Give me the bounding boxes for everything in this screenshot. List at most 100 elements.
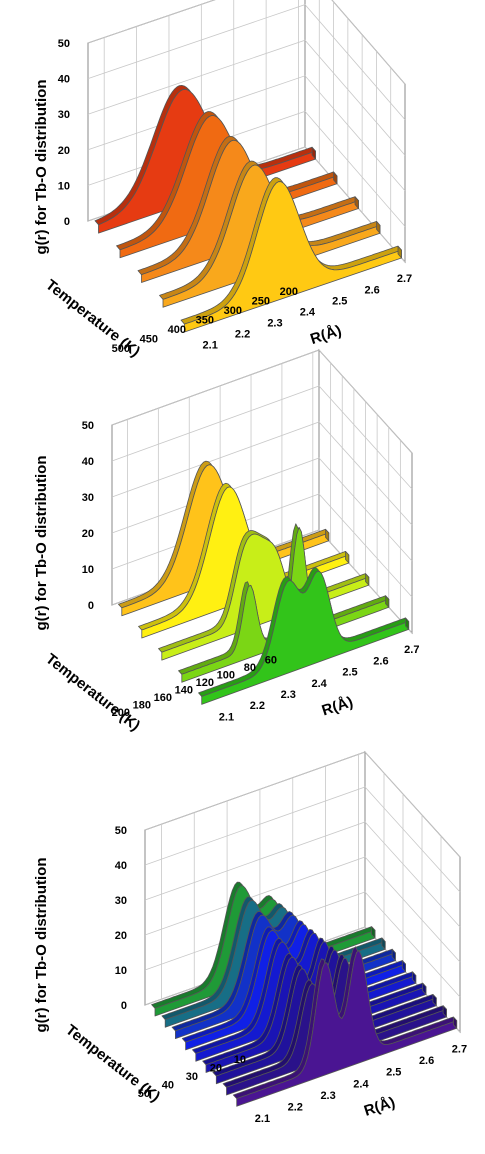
z-tick-label: 40 xyxy=(82,456,94,468)
z-axis-label: g(r) for Tb-O distribution xyxy=(33,456,50,631)
series-ribbon-end xyxy=(412,971,417,984)
y-tick-label: 500 xyxy=(112,343,130,355)
y-tick-label: 350 xyxy=(196,315,214,327)
z-tick-label: 0 xyxy=(121,1000,127,1012)
z-gridline xyxy=(87,4,406,120)
series-ribbon xyxy=(232,946,458,1107)
y-axis-label: Temperature (K) xyxy=(42,650,143,734)
series-ribbon-end xyxy=(401,960,407,973)
series-ribbon-end xyxy=(385,595,390,608)
y-tick-label: 60 xyxy=(265,655,277,667)
z-tick-label: 30 xyxy=(82,492,94,504)
series-ribbon-end xyxy=(365,573,370,586)
x-tick-label: 2.7 xyxy=(397,273,412,285)
y-tick-label: 50 xyxy=(138,1088,150,1100)
y-tick-label: 400 xyxy=(168,324,186,336)
y-tick-label: 140 xyxy=(175,685,193,697)
z-tick-label: 0 xyxy=(88,600,94,612)
series-ribbon-end xyxy=(422,982,427,995)
x-tick-label: 2.4 xyxy=(311,678,327,690)
x-tick-label: 2.4 xyxy=(353,1078,369,1090)
y-axis-label: Temperature (K) xyxy=(62,1021,163,1105)
y-axis-label: Temperature (K) xyxy=(42,276,143,360)
series-ribbon-face xyxy=(236,950,458,1107)
z-tick-label: 50 xyxy=(58,38,70,50)
z-gridline xyxy=(111,421,413,526)
z-tick-label: 40 xyxy=(115,860,127,872)
x-tick-label: 2.2 xyxy=(250,700,265,712)
series-ribbon-end xyxy=(381,937,386,950)
series-ribbon-end xyxy=(345,551,350,564)
x-tick-label: 2.1 xyxy=(203,339,218,351)
series-ribbon-end xyxy=(442,1005,447,1018)
y-tick-label: 80 xyxy=(244,662,256,674)
chart-2: 2.12.22.32.42.52.62.70102030405060801001… xyxy=(33,348,419,734)
z-gridline xyxy=(144,856,461,963)
x-tick-label: 2.3 xyxy=(281,689,296,701)
x-tick-label: 2.2 xyxy=(235,328,250,340)
y-tick-label: 10 xyxy=(234,1054,246,1066)
x-tick-label: 2.3 xyxy=(267,317,282,329)
z-tick-label: 10 xyxy=(115,965,127,977)
series-ribbon-end xyxy=(325,528,330,542)
y-tick-label: 160 xyxy=(154,692,172,704)
z-axis-label: g(r) for Tb-O distribution xyxy=(33,858,50,1033)
z-tick-label: 50 xyxy=(82,420,94,432)
x-axis-label: R(Å) xyxy=(308,322,343,348)
series-ribbon-face xyxy=(201,570,410,705)
x-tick-label: 2.7 xyxy=(452,1043,467,1055)
y-tick-label: 250 xyxy=(252,296,270,308)
y-tick-label: 300 xyxy=(224,305,242,317)
x-tick-label: 2.5 xyxy=(386,1067,401,1079)
z-tick-label: 20 xyxy=(58,145,70,157)
y-tick-label: 120 xyxy=(196,677,214,689)
z-tick-label: 20 xyxy=(115,930,127,942)
y-tick-label: 200 xyxy=(112,707,130,719)
series-ribbon-end xyxy=(371,926,376,939)
x-tick-label: 2.6 xyxy=(373,655,388,667)
series-ribbon-end xyxy=(452,1016,458,1029)
series-ribbon-end xyxy=(432,994,437,1007)
x-tick-label: 2.6 xyxy=(419,1055,434,1067)
series-ribbon-end xyxy=(354,196,359,209)
z-gridline xyxy=(144,891,461,998)
z-gridline xyxy=(144,751,461,858)
series-ribbon-end xyxy=(391,948,396,961)
z-gridline xyxy=(144,821,461,928)
chart-3: 2.1 2.2 2.3 2.4 2.5 2.6 2.7 0 10 20 30 40 50 10 20 30 40… xyxy=(33,750,467,1125)
z-tick-label: 50 xyxy=(115,825,127,837)
y-tick-label: 180 xyxy=(133,700,151,712)
x-tick-label: 2.1 xyxy=(255,1113,270,1125)
x-tick-label: 2.2 xyxy=(288,1102,303,1114)
z-gridline xyxy=(111,385,413,490)
series-ribbon-end xyxy=(333,171,338,185)
z-tick-label: 40 xyxy=(58,74,70,86)
series-ribbon-end xyxy=(311,146,316,160)
series-ribbon xyxy=(180,177,402,333)
z-gridline xyxy=(111,349,413,454)
z-gridline xyxy=(87,0,406,85)
series-ribbon-face xyxy=(184,181,402,333)
y-tick-label: 450 xyxy=(140,334,158,346)
series-ribbon-face xyxy=(161,533,370,661)
x-tick-label: 2.5 xyxy=(342,667,357,679)
x-tick-label: 2.7 xyxy=(404,644,419,656)
z-gridline xyxy=(111,457,413,562)
z-tick-label: 30 xyxy=(115,895,127,907)
series-ribbon xyxy=(198,567,410,705)
series-ribbon-end xyxy=(376,220,381,234)
y-tick-label: 40 xyxy=(162,1080,174,1092)
chart-1: 2.1 2.2 2.3 2.4 2.5 2.6 2.7 0 10 20 30 40 50 200 250 30… xyxy=(33,0,412,360)
y-tick-label: 200 xyxy=(280,286,298,298)
z-gridline xyxy=(144,786,461,893)
z-tick-label: 30 xyxy=(58,109,70,121)
x-tick-label: 2.1 xyxy=(219,711,234,723)
y-tick-label: 20 xyxy=(210,1063,222,1075)
x-tick-label: 2.5 xyxy=(332,295,347,307)
side-wall xyxy=(304,0,406,264)
x-axis-label: R(Å) xyxy=(320,693,355,719)
y-tick-label: 30 xyxy=(186,1071,198,1083)
z-tick-label: 10 xyxy=(58,180,70,192)
z-tick-label: 10 xyxy=(82,564,94,576)
